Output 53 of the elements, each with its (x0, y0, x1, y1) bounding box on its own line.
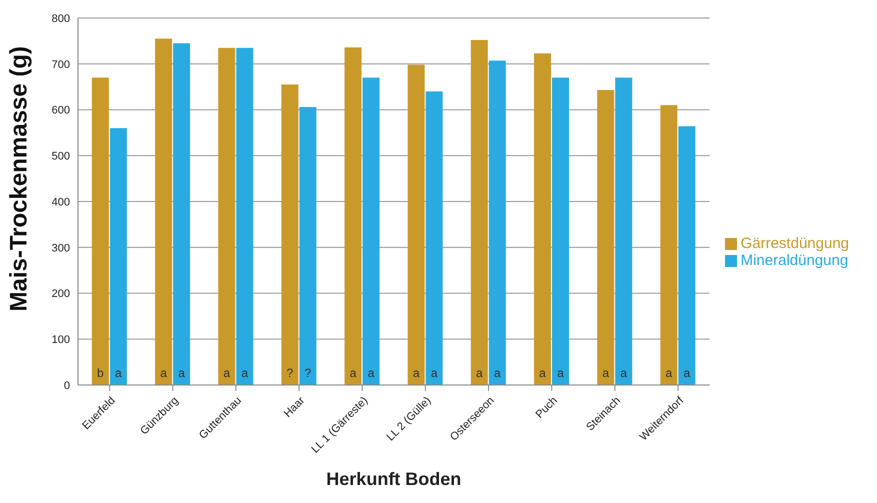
data-label: a (430, 366, 438, 380)
data-label: a (412, 366, 420, 380)
bar (281, 84, 298, 385)
bar (534, 53, 552, 385)
x-axis-title: Herkunft Boden (326, 469, 462, 489)
y-tick-label: 0 (64, 380, 70, 392)
data-label: a (160, 366, 168, 380)
data-label: a (368, 366, 375, 380)
bar (344, 47, 362, 385)
bar (660, 105, 678, 385)
y-tick-label: 700 (52, 58, 70, 71)
data-label: a (178, 366, 186, 380)
data-label: a (620, 366, 628, 380)
bar (173, 43, 190, 385)
bar (236, 48, 254, 385)
bar (92, 78, 109, 385)
y-tick-label: 800 (52, 12, 70, 25)
data-label: a (241, 366, 248, 380)
legend-label: Mineraldüngung (740, 252, 848, 268)
y-tick-label: 100 (52, 334, 70, 346)
data-label: a (539, 366, 546, 380)
bar (362, 78, 380, 385)
data-label: a (665, 366, 672, 380)
data-label: a (476, 366, 484, 380)
data-label: a (494, 366, 502, 380)
y-tick-label: 400 (52, 196, 70, 208)
bar (615, 78, 632, 385)
bar (678, 126, 696, 385)
legend-label: Gärrestdüngung (740, 234, 849, 252)
bar (426, 91, 443, 385)
bar (218, 48, 236, 385)
data-label: ? (304, 366, 312, 380)
bar (110, 128, 127, 385)
data-label: a (115, 366, 122, 380)
data-label: a (223, 366, 230, 380)
y-tick-label: 300 (52, 242, 70, 254)
y-tick-label: 200 (52, 288, 70, 300)
bar (552, 78, 570, 385)
data-label: a (683, 366, 690, 380)
data-label: b (97, 366, 104, 380)
y-axis-title: Mais-Trockenmasse (g) (6, 46, 33, 312)
bar (597, 90, 614, 385)
data-label: a (350, 366, 357, 380)
data-label: a (557, 366, 564, 380)
data-label: ? (286, 366, 294, 380)
bar (299, 107, 316, 385)
bar (408, 64, 425, 385)
data-label: a (602, 366, 610, 380)
bar (155, 38, 172, 385)
bar (470, 40, 488, 385)
y-tick-label: 500 (52, 150, 70, 163)
y-tick-label: 600 (52, 104, 70, 117)
bar (488, 60, 506, 385)
